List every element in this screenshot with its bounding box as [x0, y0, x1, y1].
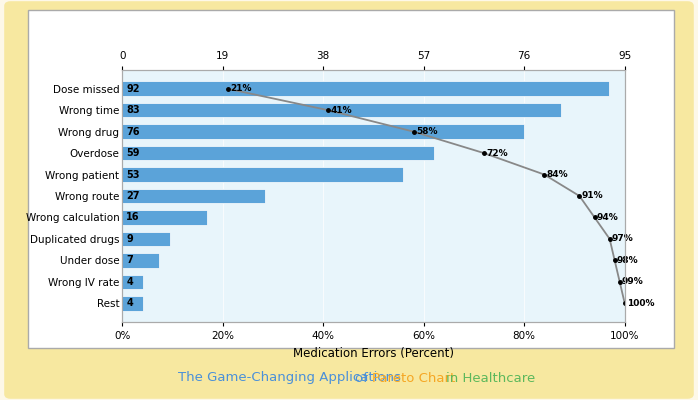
Text: 4: 4	[126, 298, 133, 308]
Text: 41%: 41%	[330, 106, 352, 115]
Bar	[122, 232, 170, 246]
Text: 98%: 98%	[617, 256, 639, 265]
Text: 100%: 100%	[627, 299, 654, 308]
Text: 97%: 97%	[611, 234, 634, 244]
Text: 16: 16	[126, 212, 140, 222]
Text: 4: 4	[126, 277, 133, 287]
Text: 94%: 94%	[597, 213, 618, 222]
Text: 84%: 84%	[547, 170, 568, 179]
Text: Pareto Chart: Pareto Chart	[372, 372, 459, 384]
Text: 72%: 72%	[486, 148, 507, 158]
Text: 76: 76	[126, 127, 140, 137]
Text: 92: 92	[126, 84, 140, 94]
Text: 7: 7	[126, 255, 133, 265]
Text: 58%: 58%	[416, 127, 437, 136]
FancyBboxPatch shape	[7, 4, 691, 396]
Bar	[122, 210, 207, 225]
Bar	[122, 274, 143, 289]
Bar	[122, 253, 159, 268]
Text: 99%: 99%	[622, 277, 644, 286]
Text: 27: 27	[126, 191, 140, 201]
Bar	[122, 103, 561, 118]
Text: of: of	[355, 372, 372, 384]
Text: 59: 59	[126, 148, 140, 158]
Bar	[122, 82, 609, 96]
Text: 53: 53	[126, 170, 140, 180]
FancyBboxPatch shape	[28, 10, 674, 348]
Bar	[122, 189, 265, 203]
Text: in Healthcare: in Healthcare	[446, 372, 535, 384]
Bar	[122, 167, 403, 182]
Text: 9: 9	[126, 234, 133, 244]
Bar	[122, 146, 434, 160]
Bar	[122, 296, 143, 310]
Text: 21%: 21%	[230, 84, 251, 93]
Text: 91%: 91%	[581, 192, 603, 200]
Text: 83: 83	[126, 105, 140, 115]
X-axis label: Medication Errors (Percent): Medication Errors (Percent)	[293, 346, 454, 360]
Bar	[122, 124, 524, 139]
Text: The Game-Changing Applications: The Game-Changing Applications	[178, 372, 405, 384]
